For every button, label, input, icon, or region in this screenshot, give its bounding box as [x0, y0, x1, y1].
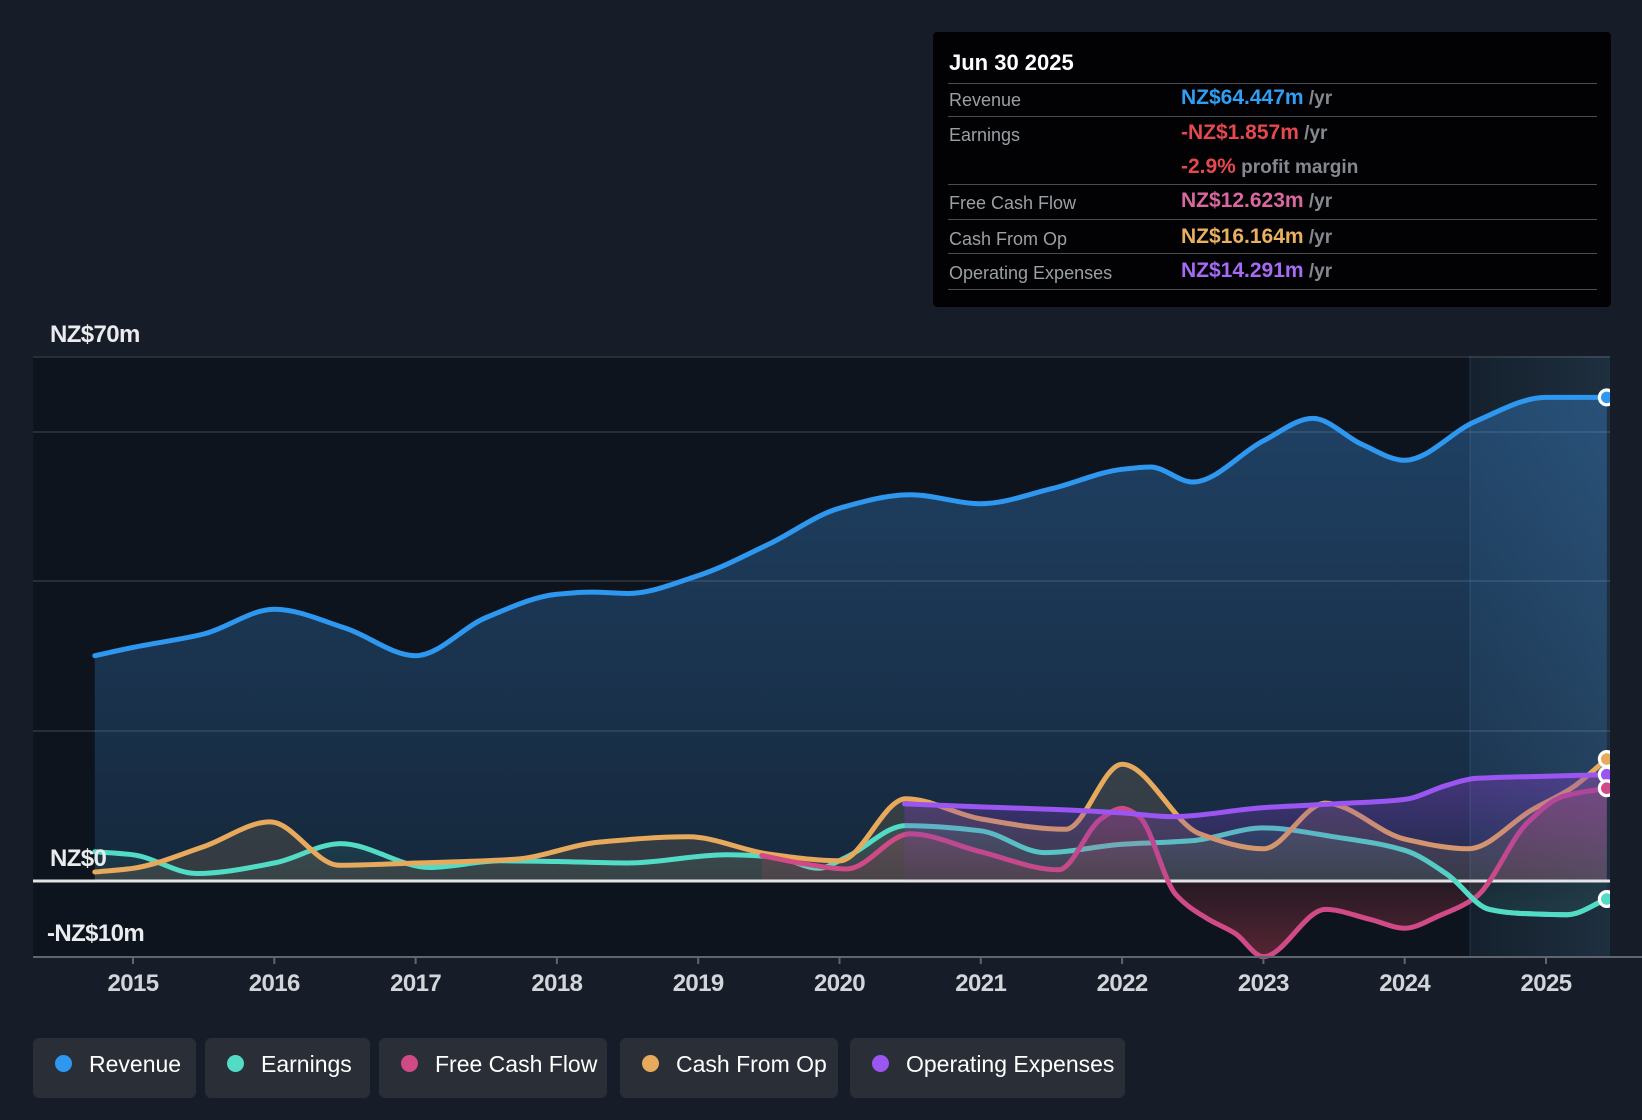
svg-text:2025: 2025 — [1521, 970, 1572, 997]
svg-text:2024: 2024 — [1379, 970, 1431, 997]
svg-text:2021: 2021 — [955, 970, 1006, 997]
svg-text:2015: 2015 — [108, 970, 159, 997]
svg-text:2019: 2019 — [673, 970, 724, 997]
svg-text:NZ$70m: NZ$70m — [50, 321, 140, 348]
svg-text:2018: 2018 — [531, 970, 582, 997]
svg-text:NZ$0: NZ$0 — [50, 845, 107, 872]
svg-text:2020: 2020 — [814, 970, 865, 997]
svg-text:2022: 2022 — [1097, 970, 1148, 997]
svg-text:2023: 2023 — [1238, 970, 1289, 997]
svg-text:-NZ$10m: -NZ$10m — [47, 920, 144, 947]
svg-text:2017: 2017 — [390, 970, 441, 997]
svg-text:2016: 2016 — [249, 970, 300, 997]
